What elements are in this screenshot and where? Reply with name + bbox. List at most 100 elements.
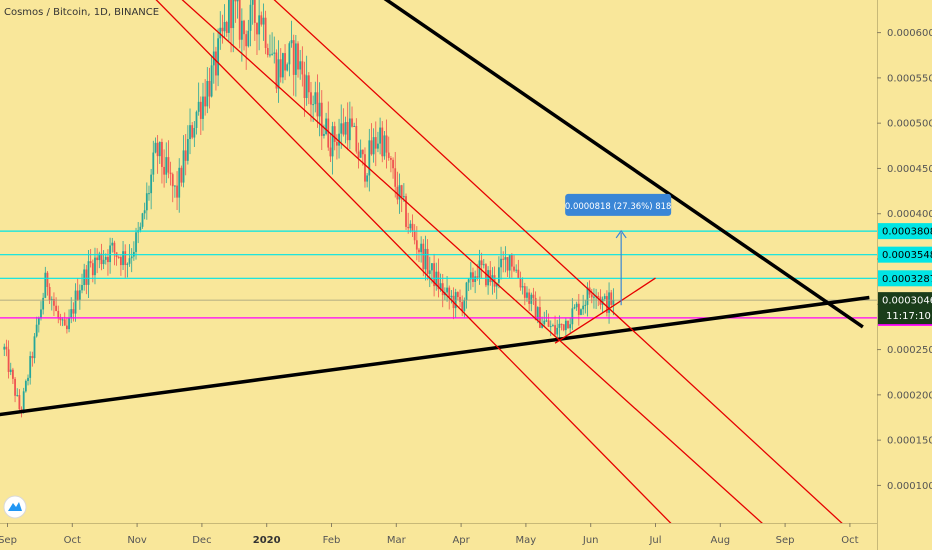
candle-body <box>81 285 83 291</box>
candle-body <box>305 75 308 98</box>
candle-body <box>325 118 327 134</box>
candle-body <box>342 123 345 135</box>
candle-body <box>83 269 86 286</box>
candle-body <box>266 47 269 56</box>
candle-body <box>165 157 168 175</box>
candle-body <box>221 27 224 32</box>
candle-body <box>534 297 537 320</box>
candle-body <box>333 126 336 142</box>
candle-body <box>560 323 563 325</box>
channel-outer-line[interactable] <box>212 0 847 528</box>
candle-body <box>420 243 423 253</box>
candle-body <box>104 256 107 260</box>
plot-area[interactable]: 0.0000818 (27.36%) 818 <box>0 0 877 550</box>
rising-support-extension[interactable] <box>609 277 656 309</box>
candle-body <box>361 149 364 155</box>
candle-body <box>102 259 105 265</box>
candle-body <box>12 369 14 379</box>
candle-body <box>331 126 334 157</box>
candle-body <box>59 317 62 321</box>
candle-body <box>368 140 371 176</box>
candle-body <box>526 292 528 298</box>
candle-body <box>541 324 543 328</box>
candle-body <box>554 325 556 335</box>
candle-body <box>245 34 248 47</box>
x-tick-label: Jul <box>648 535 661 546</box>
candle-body <box>564 320 567 331</box>
candle-body <box>249 4 252 31</box>
candle-body <box>107 256 109 263</box>
candle-body <box>549 326 552 328</box>
level-price-label: 0.0003808 <box>882 227 932 238</box>
candle-body <box>260 15 263 25</box>
candle-body <box>277 59 280 89</box>
candle-body <box>506 257 509 271</box>
candle-body <box>284 53 286 71</box>
candle-body <box>426 248 429 274</box>
candle-body <box>390 158 392 160</box>
candle-body <box>610 292 613 305</box>
candle-body <box>351 118 353 127</box>
measure-label: 0.0000818 (27.36%) 818 <box>565 202 672 212</box>
candle-body <box>286 64 289 71</box>
candle-body <box>504 257 507 260</box>
candle-body <box>74 290 77 314</box>
candle-body <box>552 325 554 327</box>
candle-body <box>562 324 565 331</box>
candle-body <box>154 142 157 153</box>
x-tick-label: Nov <box>127 535 147 546</box>
candle-body <box>27 377 29 381</box>
candle-body <box>480 260 483 266</box>
candle-body <box>316 92 319 117</box>
candle-body <box>558 323 561 328</box>
candle-body <box>359 149 362 158</box>
tradingview-logo-icon[interactable] <box>3 495 27 519</box>
candle-body <box>145 193 148 211</box>
rising-support-line[interactable] <box>554 307 611 344</box>
time-axis[interactable]: Sep Oct Nov Dec 2020 Feb Mar Apr May Jun Jul Aug Sep… <box>0 523 877 546</box>
candle-body <box>338 133 340 146</box>
candle-body <box>450 295 453 298</box>
candle-body <box>113 242 116 253</box>
candle-body <box>301 61 304 75</box>
channel-upper-line[interactable] <box>98 0 798 550</box>
candle-body <box>176 185 178 198</box>
candle-body <box>22 391 25 411</box>
candle-body <box>210 65 213 97</box>
candle-body <box>437 271 440 290</box>
candle-body <box>571 308 574 325</box>
candle-body <box>253 0 256 23</box>
trendline-support[interactable] <box>0 295 870 417</box>
candle-body <box>7 349 10 372</box>
current-price-tag <box>878 292 932 325</box>
candle-body <box>161 141 163 167</box>
candle-body <box>18 395 21 410</box>
candle-body <box>122 251 124 266</box>
candle-body <box>264 17 267 48</box>
candle-body <box>357 151 360 158</box>
trendline-resistance[interactable] <box>267 0 864 329</box>
candle-body <box>258 15 261 35</box>
candle-body <box>240 20 243 40</box>
channel-lower-line[interactable] <box>59 0 701 550</box>
candle-body <box>405 196 407 227</box>
candle-body <box>234 0 237 2</box>
candle-body <box>383 135 386 157</box>
candle-body <box>495 282 498 287</box>
x-tick-label: 2020 <box>253 535 281 546</box>
candle-body <box>318 102 321 117</box>
candle-body <box>456 292 459 298</box>
candle-body <box>606 296 608 313</box>
candle-body <box>169 172 172 175</box>
candle-body <box>435 271 438 287</box>
candle-body <box>89 261 92 264</box>
candle-body <box>433 263 435 287</box>
candle-body <box>14 378 16 396</box>
